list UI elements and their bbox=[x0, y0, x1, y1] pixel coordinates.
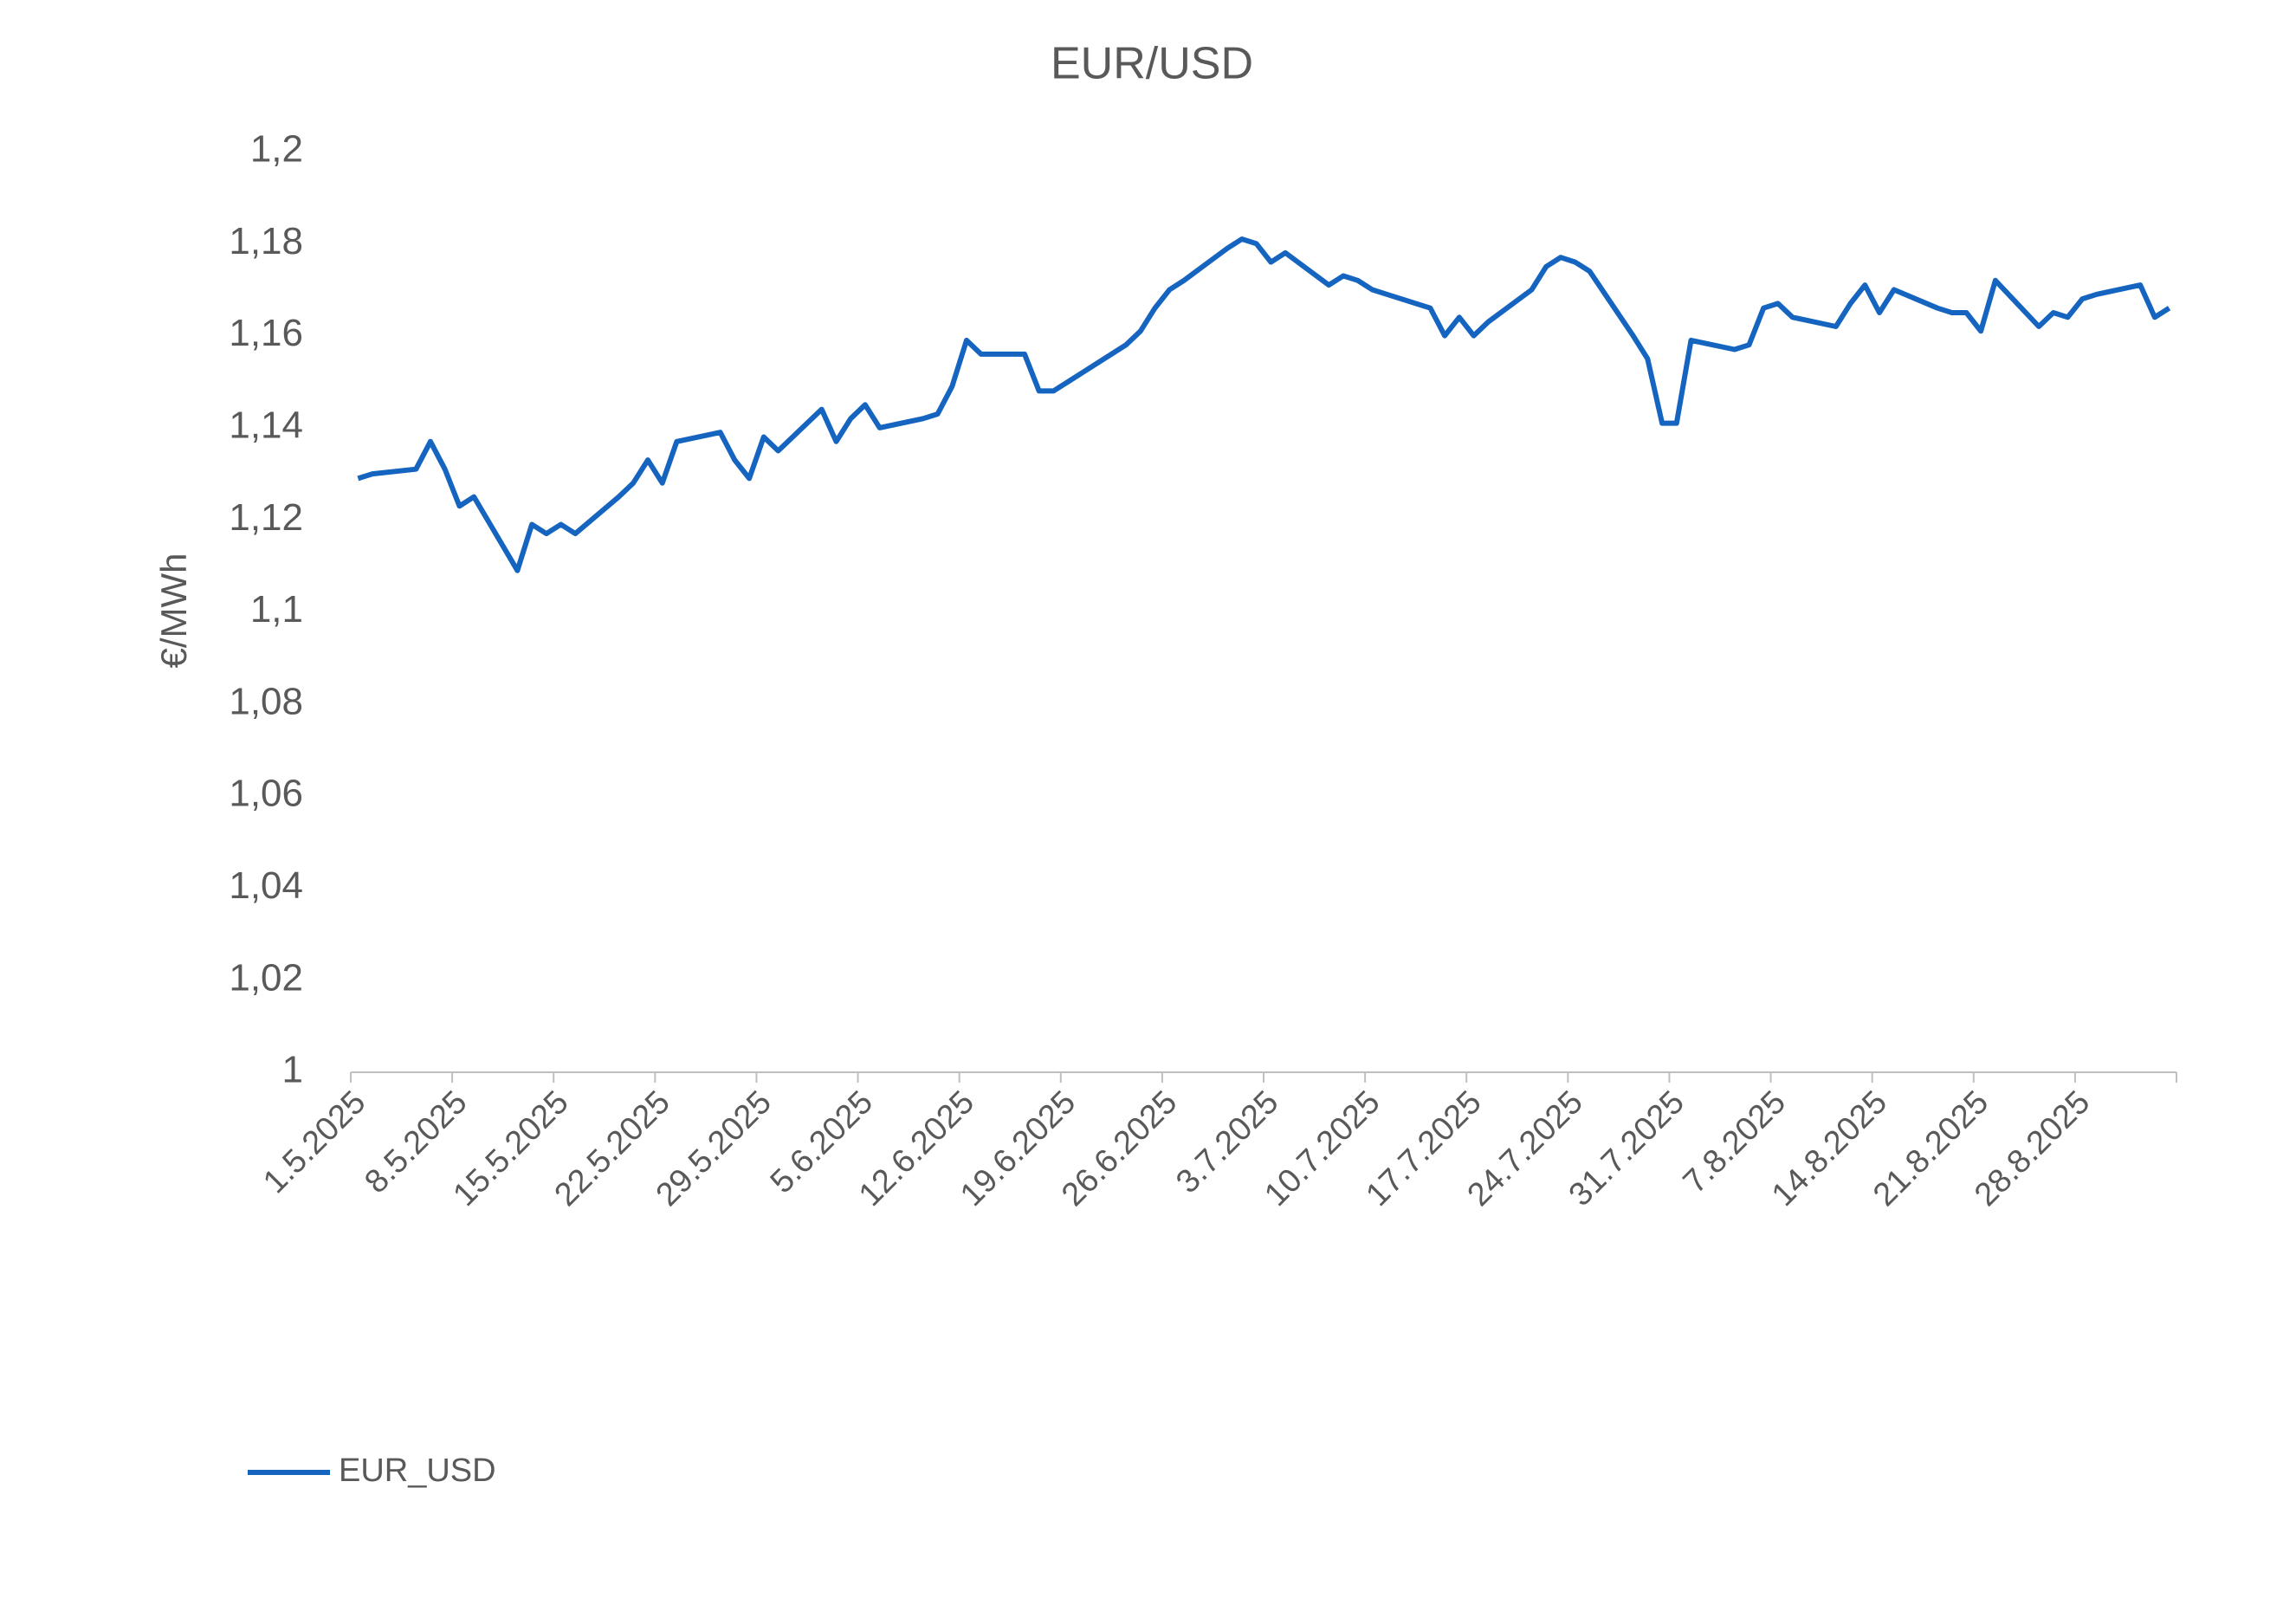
y-axis-label: €/MWh bbox=[153, 553, 194, 668]
y-tick-label: 1,02 bbox=[229, 956, 303, 999]
y-tick-label: 1,16 bbox=[229, 312, 303, 354]
y-tick-label: 1,12 bbox=[229, 496, 303, 539]
y-tick-label: 1,1 bbox=[250, 588, 303, 631]
x-tick-label: 1.5.2025 bbox=[256, 1084, 372, 1200]
y-tick-label: 1,14 bbox=[229, 404, 303, 447]
y-tick-label: 1,04 bbox=[229, 864, 303, 907]
y-tick-label: 1,08 bbox=[229, 680, 303, 722]
legend-label: EUR_USD bbox=[339, 1452, 496, 1489]
y-tick-label: 1,18 bbox=[229, 220, 303, 262]
data-line bbox=[357, 236, 2171, 573]
y-tick-label: 1 bbox=[282, 1049, 303, 1091]
y-tick-label: 1,06 bbox=[229, 773, 303, 815]
chart-title: EUR/USD bbox=[1051, 39, 1253, 89]
y-tick-label: 1,2 bbox=[250, 128, 303, 171]
